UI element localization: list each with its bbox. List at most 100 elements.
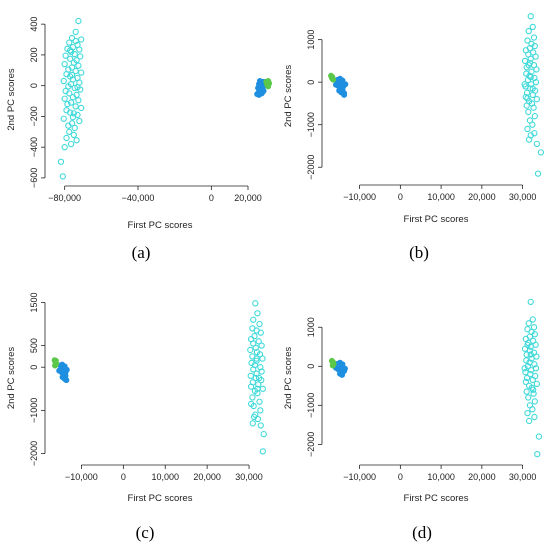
data-point-light xyxy=(78,104,85,112)
data-point-light xyxy=(527,367,535,374)
data-point-light xyxy=(524,409,531,417)
data-point-light xyxy=(523,357,530,364)
data-point-light xyxy=(527,73,534,81)
data-point-blue xyxy=(260,88,267,95)
data-point-light xyxy=(521,81,528,88)
data-point-light xyxy=(530,324,538,331)
data-point-light xyxy=(527,132,534,139)
data-point-light xyxy=(60,115,67,122)
x-tick-label: 20,000 xyxy=(468,472,496,482)
data-point-light xyxy=(72,67,79,75)
data-point-light xyxy=(527,55,534,62)
data-point-light xyxy=(527,351,534,358)
y-tick-label: −400 xyxy=(29,137,39,157)
data-point-light xyxy=(257,407,264,414)
x-tick-label: 30,000 xyxy=(235,472,263,482)
x-tick-label: 10,000 xyxy=(427,472,455,482)
data-point-blue xyxy=(341,91,348,98)
data-point-blue xyxy=(63,377,70,384)
data-point-light xyxy=(57,158,65,165)
x-axis-title: First PC scores xyxy=(404,493,469,504)
data-point-light xyxy=(74,84,81,91)
data-point-light xyxy=(531,413,538,421)
data-point-light xyxy=(527,343,534,350)
data-point-light xyxy=(533,380,541,388)
data-point-light xyxy=(247,346,254,354)
y-tick-label: 0 xyxy=(306,80,316,85)
x-tick-label: 0 xyxy=(398,472,403,482)
y-tick-label: −2000 xyxy=(29,441,39,466)
data-point-light xyxy=(524,95,531,102)
panel-caption: (c) xyxy=(136,523,155,542)
y-tick-label: 1000 xyxy=(306,30,316,50)
data-point-light xyxy=(67,109,74,116)
data-point-light xyxy=(247,372,254,379)
data-point-light xyxy=(525,108,532,116)
data-point-light xyxy=(534,450,541,458)
data-point-light xyxy=(523,374,531,382)
y-tick-label: −1000 xyxy=(306,393,316,418)
y-tick-label: 0 xyxy=(306,364,316,369)
data-point-light xyxy=(254,389,261,397)
data-point-light xyxy=(529,121,536,128)
data-point-light xyxy=(529,316,536,323)
data-point-light xyxy=(249,420,256,427)
data-point-light xyxy=(529,23,536,31)
data-point-light xyxy=(72,28,79,35)
y-tick-label: 200 xyxy=(29,47,39,62)
x-tick-label: 0 xyxy=(209,193,214,203)
data-point-light xyxy=(257,422,264,429)
data-point-light xyxy=(60,77,67,85)
data-point-light xyxy=(72,103,79,110)
x-tick-label: 0 xyxy=(398,192,403,202)
data-point-light xyxy=(524,341,531,348)
data-point-light xyxy=(522,378,529,386)
y-tick-label: 400 xyxy=(29,17,39,32)
y-tick-label: 1500 xyxy=(29,292,39,312)
data-point-light xyxy=(524,125,531,133)
data-point-light xyxy=(73,137,80,144)
x-axis-title: First PC scores xyxy=(128,220,193,231)
data-point-light xyxy=(67,99,75,106)
x-tick-label: 20,000 xyxy=(468,192,496,202)
data-point-light xyxy=(255,374,263,382)
data-point-light xyxy=(259,355,266,362)
data-point-light xyxy=(69,94,77,101)
y-tick-label: 1000 xyxy=(306,317,316,337)
data-point-light xyxy=(257,364,264,371)
data-point-light xyxy=(533,140,541,147)
data-point-blue xyxy=(339,77,346,84)
data-point-light xyxy=(530,34,538,41)
data-point-light xyxy=(523,351,530,358)
data-point-light xyxy=(525,320,532,327)
data-point-light xyxy=(75,97,82,104)
data-point-light xyxy=(61,60,68,68)
data-point-light xyxy=(69,114,77,121)
data-point-light xyxy=(254,385,261,392)
scatter-panel-2: −10,000 0 10,000 20,000 30,000 1000 0 −1000 −200… xyxy=(283,13,545,262)
y-tick-label: 0 xyxy=(29,365,39,370)
data-point-light xyxy=(65,83,72,90)
data-point-light xyxy=(78,69,85,76)
data-point-light xyxy=(62,52,69,59)
data-point-light xyxy=(67,47,74,54)
data-point-light xyxy=(256,320,263,328)
data-point-light xyxy=(259,448,267,455)
y-tick-label: −1000 xyxy=(306,112,316,137)
data-point-light xyxy=(537,149,545,156)
data-point-light xyxy=(529,376,536,384)
y-tick-label: 0 xyxy=(29,83,39,88)
data-point-light xyxy=(252,374,259,382)
scatter-panel-4: −10,000 0 10,000 20,000 30,000 1000 0 −1000 −200… xyxy=(283,298,543,542)
data-point-light xyxy=(260,430,267,438)
y-axis-title: 2nd PC scores xyxy=(6,68,17,131)
x-tick-label: −80,000 xyxy=(48,193,81,203)
data-point-light xyxy=(529,85,536,92)
data-point-light xyxy=(68,71,76,79)
data-point-blue xyxy=(61,363,68,370)
data-point-light xyxy=(524,37,531,44)
data-point-light xyxy=(522,93,529,101)
data-point-light xyxy=(61,95,68,102)
data-point-green xyxy=(52,357,59,364)
data-point-light xyxy=(71,50,78,58)
